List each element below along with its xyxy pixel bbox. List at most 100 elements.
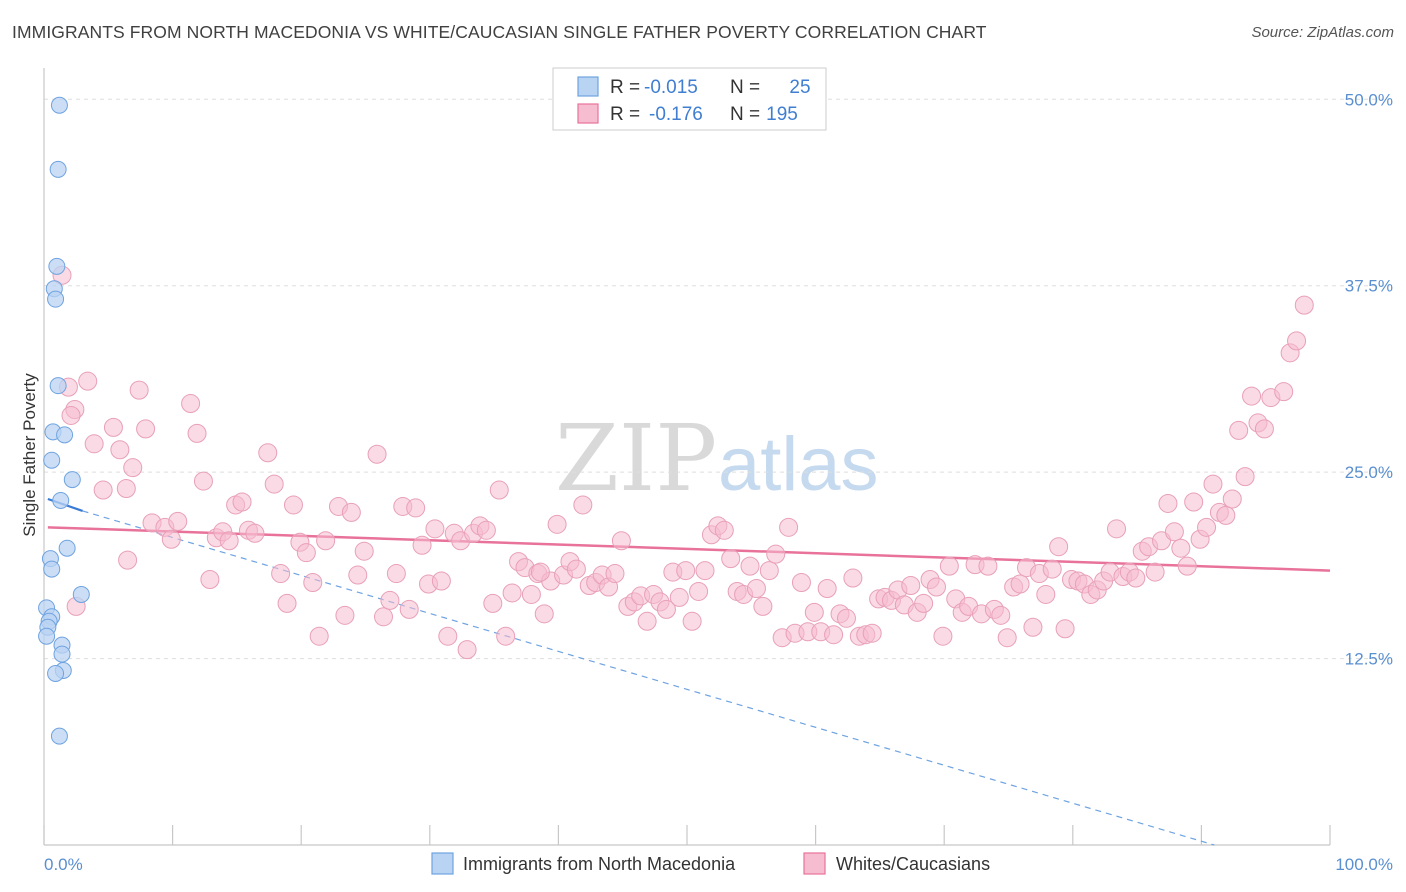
whites-caucasians-point-69 bbox=[534, 604, 554, 624]
legend-n-label-2: N = bbox=[730, 104, 760, 125]
whites-caucasians-point-177 bbox=[1229, 420, 1249, 440]
north-macedonia-points bbox=[38, 96, 90, 745]
whites-caucasians-point-126 bbox=[901, 575, 921, 595]
north-macedonia-point-8 bbox=[43, 451, 61, 469]
whites-caucasians-point-189 bbox=[530, 562, 550, 582]
whites-caucasians-point-103 bbox=[753, 596, 773, 616]
whites-caucasians-point-1 bbox=[78, 371, 98, 391]
north-macedonia-point-21 bbox=[53, 645, 71, 663]
whites-caucasians-point-173 bbox=[1203, 474, 1223, 494]
whites-caucasians-point-52 bbox=[425, 519, 445, 539]
north-macedonia-point-0 bbox=[50, 96, 68, 114]
whites-caucasians-point-85 bbox=[637, 611, 657, 631]
whites-caucasians-point-188 bbox=[118, 550, 138, 570]
y-tick-label-0: 12.5% bbox=[1345, 650, 1393, 669]
whites-caucasians-point-166 bbox=[1158, 493, 1178, 513]
whites-caucasians-point-186 bbox=[1294, 295, 1314, 315]
north-macedonia-trend-dashed bbox=[82, 510, 1215, 846]
whites-caucasians-point-150 bbox=[1055, 619, 1075, 639]
north-macedonia-point-4 bbox=[47, 290, 65, 308]
north-macedonia-point-11 bbox=[58, 539, 76, 557]
x-tick-label-0: 0.0% bbox=[44, 855, 83, 874]
whites-caucasians-point-27 bbox=[245, 523, 265, 543]
whites-caucasians-point-113 bbox=[817, 578, 837, 598]
correlation-legend: R = -0.015 N = 25 R = -0.176 N = 195 bbox=[552, 67, 827, 131]
tick-labels: 12.5% 25.0% 37.5% 50.0% 0.0% 100.0% bbox=[44, 90, 1393, 874]
whites-caucasians-point-23 bbox=[219, 531, 239, 551]
bottom-legend-swatch-blue bbox=[431, 852, 454, 875]
whites-caucasians-point-31 bbox=[277, 593, 297, 613]
legend-swatch-blue bbox=[577, 76, 599, 97]
whites-caucasians-point-15 bbox=[161, 529, 181, 549]
whites-caucasians-point-107 bbox=[779, 517, 799, 537]
whites-caucasians-point-147 bbox=[1036, 584, 1056, 604]
whites-caucasians-point-4 bbox=[61, 405, 81, 425]
whites-caucasians-point-97 bbox=[714, 520, 734, 540]
whites-caucasians-point-10 bbox=[123, 458, 143, 478]
whites-caucasians-point-64 bbox=[502, 583, 522, 603]
whites-caucasians-point-46 bbox=[386, 564, 406, 584]
whites-caucasians-point-102 bbox=[746, 578, 766, 598]
whites-caucasians-point-71 bbox=[547, 514, 567, 534]
whites-caucasians-point-140 bbox=[991, 605, 1011, 625]
whites-caucasians-point-183 bbox=[1274, 382, 1294, 402]
whites-caucasians-point-74 bbox=[566, 559, 586, 579]
whites-caucasians-point-109 bbox=[791, 573, 811, 593]
whites-caucasians-point-170 bbox=[1184, 492, 1204, 512]
whites-caucasians-point-116 bbox=[836, 608, 856, 628]
source-label: Source: ZipAtlas.com bbox=[1251, 24, 1394, 41]
whites-caucasians-point-18 bbox=[187, 423, 207, 443]
axes bbox=[43, 68, 1331, 846]
whites-caucasians-point-145 bbox=[1023, 617, 1043, 637]
whites-caucasians-point-105 bbox=[766, 544, 786, 564]
whites-caucasians-point-90 bbox=[669, 587, 689, 607]
whites-caucasians-point-92 bbox=[682, 611, 702, 631]
whites-caucasians-point-128 bbox=[914, 593, 934, 613]
whites-caucasians-point-9 bbox=[116, 479, 136, 499]
whites-caucasians-point-49 bbox=[406, 498, 426, 518]
whites-caucasians-point-19 bbox=[193, 471, 213, 491]
whites-caucasians-point-178 bbox=[1235, 467, 1255, 487]
watermark-zip: ZIP bbox=[555, 405, 717, 512]
whites-caucasians-points bbox=[52, 265, 1314, 660]
whites-caucasians-point-158 bbox=[1107, 519, 1127, 539]
whites-caucasians-point-120 bbox=[862, 623, 882, 643]
x-tick-label-1: 100.0% bbox=[1335, 855, 1393, 874]
legend-r-label-2: R = bbox=[610, 104, 640, 125]
whites-caucasians-point-12 bbox=[129, 380, 149, 400]
whites-caucasians-point-80 bbox=[605, 564, 625, 584]
whites-caucasians-point-29 bbox=[264, 474, 284, 494]
whites-caucasians-point-45 bbox=[380, 590, 400, 610]
whites-caucasians-point-35 bbox=[303, 573, 323, 593]
whites-caucasians-point-7 bbox=[103, 417, 123, 437]
north-macedonia-point-1 bbox=[49, 160, 67, 178]
north-macedonia-point-24 bbox=[50, 727, 68, 745]
whites-caucasians-point-94 bbox=[695, 561, 715, 581]
whites-caucasians-point-130 bbox=[926, 577, 946, 597]
whites-caucasians-point-50 bbox=[412, 535, 432, 555]
whites-caucasians-point-143 bbox=[1010, 574, 1030, 594]
whites-caucasians-point-41 bbox=[348, 565, 368, 585]
whites-caucasians-point-172 bbox=[1197, 517, 1217, 537]
whites-caucasians-point-67 bbox=[521, 584, 541, 604]
whites-caucasians-point-40 bbox=[341, 502, 361, 522]
whites-caucasians-point-111 bbox=[804, 602, 824, 622]
whites-caucasians-point-88 bbox=[656, 599, 676, 619]
whites-caucasians-point-11 bbox=[136, 419, 156, 439]
whites-caucasians-point-60 bbox=[476, 520, 496, 540]
whites-caucasians-point-16 bbox=[168, 511, 188, 531]
whites-caucasians-point-149 bbox=[1049, 537, 1069, 557]
whites-caucasians-point-91 bbox=[676, 561, 696, 581]
whites-caucasians-point-117 bbox=[843, 568, 863, 588]
whites-caucasians-point-141 bbox=[997, 628, 1017, 648]
north-macedonia-point-23 bbox=[47, 664, 65, 682]
north-macedonia-point-9 bbox=[63, 471, 81, 489]
whites-caucasians-point-175 bbox=[1216, 505, 1236, 525]
north-macedonia-point-5 bbox=[49, 377, 67, 395]
whites-caucasians-point-28 bbox=[258, 443, 278, 463]
whites-caucasians-point-25 bbox=[232, 492, 252, 512]
whites-caucasians-point-181 bbox=[1254, 419, 1274, 439]
north-macedonia-point-2 bbox=[48, 257, 66, 275]
whites-caucasians-point-43 bbox=[367, 444, 387, 464]
whites-caucasians-point-93 bbox=[689, 581, 709, 601]
